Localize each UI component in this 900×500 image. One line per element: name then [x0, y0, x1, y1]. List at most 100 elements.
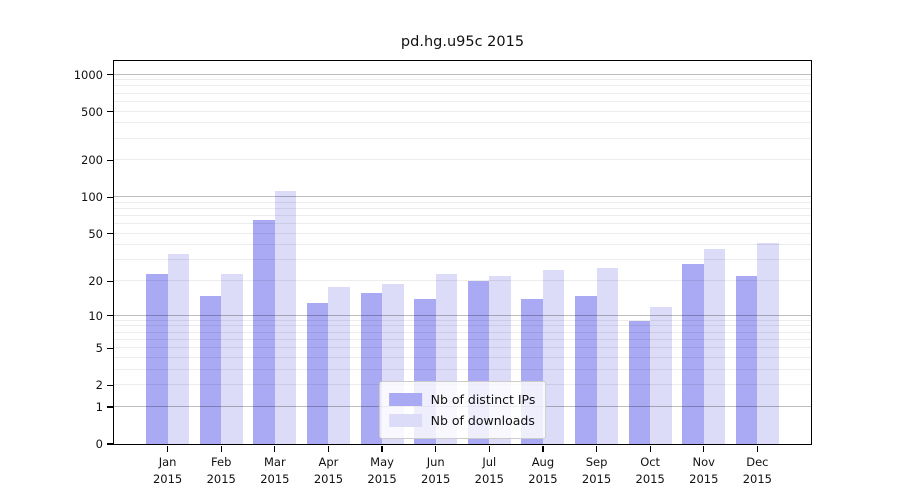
gridline-minor — [114, 319, 811, 321]
y-tick-label: 5 — [95, 341, 103, 356]
gridline-minor — [114, 92, 811, 94]
x-tick-label-may: May 2015 — [367, 455, 397, 486]
x-tick-label-oct: Oct 2015 — [635, 455, 665, 486]
gridline-major — [114, 314, 811, 316]
chart-title: pd.hg.u95c 2015 — [400, 34, 525, 50]
gridline-minor — [114, 85, 811, 87]
y-tick-mark — [106, 443, 113, 445]
gridline-minor — [114, 79, 811, 81]
bar-downloads-feb — [221, 274, 243, 444]
x-tick-label-feb: Feb 2015 — [206, 455, 236, 486]
bar-downloads-apr — [328, 286, 350, 444]
x-tick-label-jun: Jun 2015 — [421, 455, 451, 486]
x-tick-mark — [595, 445, 598, 452]
y-tick-mark — [106, 159, 113, 162]
y-tick-label: 200 — [81, 153, 103, 168]
x-tick-mark — [274, 445, 276, 452]
x-tick-mark — [166, 445, 169, 452]
y-tick-mark — [106, 280, 113, 282]
y-tick-mark — [106, 384, 113, 386]
x-tick-mark — [703, 445, 705, 452]
legend-row-downloads: Nb of downloads — [388, 410, 536, 431]
x-tick-label-nov: Nov 2015 — [689, 455, 719, 486]
y-tick-label: 500 — [81, 104, 103, 119]
bar-downloads-sep — [596, 267, 619, 444]
x-tick-mark — [220, 445, 222, 452]
bar-distinct-ips-jan — [146, 274, 168, 444]
bar-downloads-nov — [703, 249, 726, 444]
x-tick-mark — [381, 445, 383, 452]
gridline-minor — [114, 368, 811, 370]
y-tick-label: 2 — [95, 378, 103, 393]
bar-downloads-dec — [757, 242, 779, 444]
legend-label-distinct-ips: Nb of distinct IPs — [430, 392, 536, 407]
y-tick-label: 0 — [95, 437, 103, 451]
gridline-major — [114, 196, 811, 198]
gridline-minor — [114, 259, 811, 261]
bar-distinct-ips-mar — [253, 219, 275, 444]
bar-downloads-aug — [542, 269, 565, 444]
bar-distinct-ips-may — [360, 292, 383, 444]
bar-distinct-ips-sep — [575, 295, 597, 444]
y-tick-mark — [106, 233, 113, 235]
y-tick-mark — [106, 347, 113, 349]
gridline-minor — [114, 223, 811, 225]
x-tick-mark — [649, 445, 651, 452]
y-tick-mark — [106, 110, 113, 113]
gridline-minor — [114, 347, 811, 349]
plot-area: pd.hg.u95c 2015 0 1 2 5 10 20 50 100 200 500 1000 … — [74, 34, 812, 486]
gridline-minor — [114, 137, 811, 139]
legend-swatch-distinct-ips-icon — [388, 393, 422, 406]
gridline-minor — [114, 215, 811, 217]
bar-distinct-ips-nov — [682, 263, 704, 444]
x-tick-label-mar: Mar 2015 — [260, 455, 290, 486]
legend-label-downloads: Nb of downloads — [430, 413, 535, 428]
bar-distinct-ips-feb — [199, 295, 222, 444]
gridline-minor — [114, 280, 811, 282]
gridline-minor — [114, 338, 811, 340]
x-tick-label-aug: Aug 2015 — [528, 455, 558, 486]
y-tick-mark — [106, 406, 113, 408]
y-tick-label: 50 — [88, 226, 103, 241]
y-tick-label: 1000 — [73, 67, 103, 82]
x-tick-label-jan: Jan 2015 — [152, 455, 183, 486]
bar-distinct-ips-apr — [306, 302, 329, 444]
x-tick-mark — [756, 445, 759, 452]
x-tick-label-jul: Jul 2015 — [474, 455, 504, 486]
gridline-minor — [114, 356, 811, 358]
y-tick-label: 100 — [81, 190, 103, 205]
bar-downloads-oct — [650, 306, 672, 444]
gridline-minor — [114, 201, 811, 203]
gridline-minor — [114, 159, 811, 161]
y-tick-label: 1 — [95, 399, 103, 414]
x-tick-label-dec: Dec 2015 — [742, 455, 773, 486]
y-tick-mark — [106, 196, 113, 198]
bar-distinct-ips-oct — [628, 320, 651, 444]
gridline-minor — [114, 331, 811, 333]
y-tick-label: 20 — [88, 274, 103, 289]
gridline-minor — [114, 325, 811, 327]
legend-swatch-downloads-icon — [388, 414, 422, 427]
bar-distinct-ips-dec — [735, 276, 758, 444]
x-tick-label-sep: Sep 2015 — [581, 455, 612, 486]
x-tick-mark — [327, 445, 330, 452]
gridline-major — [114, 73, 811, 75]
gridline-minor — [114, 100, 811, 102]
gridline-minor — [114, 207, 811, 209]
legend: Nb of distinct IPs Nb of downloads — [378, 381, 547, 439]
y-tick-mark — [106, 73, 113, 76]
legend-row-distinct-ips: Nb of distinct IPs — [388, 389, 536, 410]
gridline-minor — [114, 232, 811, 234]
gridline-minor — [114, 110, 811, 112]
y-tick-mark — [106, 315, 113, 317]
y-tick-label: 10 — [88, 308, 103, 323]
x-tick-mark — [488, 445, 490, 452]
gridline-minor — [114, 122, 811, 124]
bar-downloads-mar — [274, 191, 297, 444]
bar-downloads-jan — [167, 253, 190, 444]
x-tick-label-apr: Apr 2015 — [313, 455, 344, 486]
gridline-minor — [114, 244, 811, 246]
x-tick-mark — [542, 445, 544, 452]
x-tick-mark — [435, 445, 437, 452]
